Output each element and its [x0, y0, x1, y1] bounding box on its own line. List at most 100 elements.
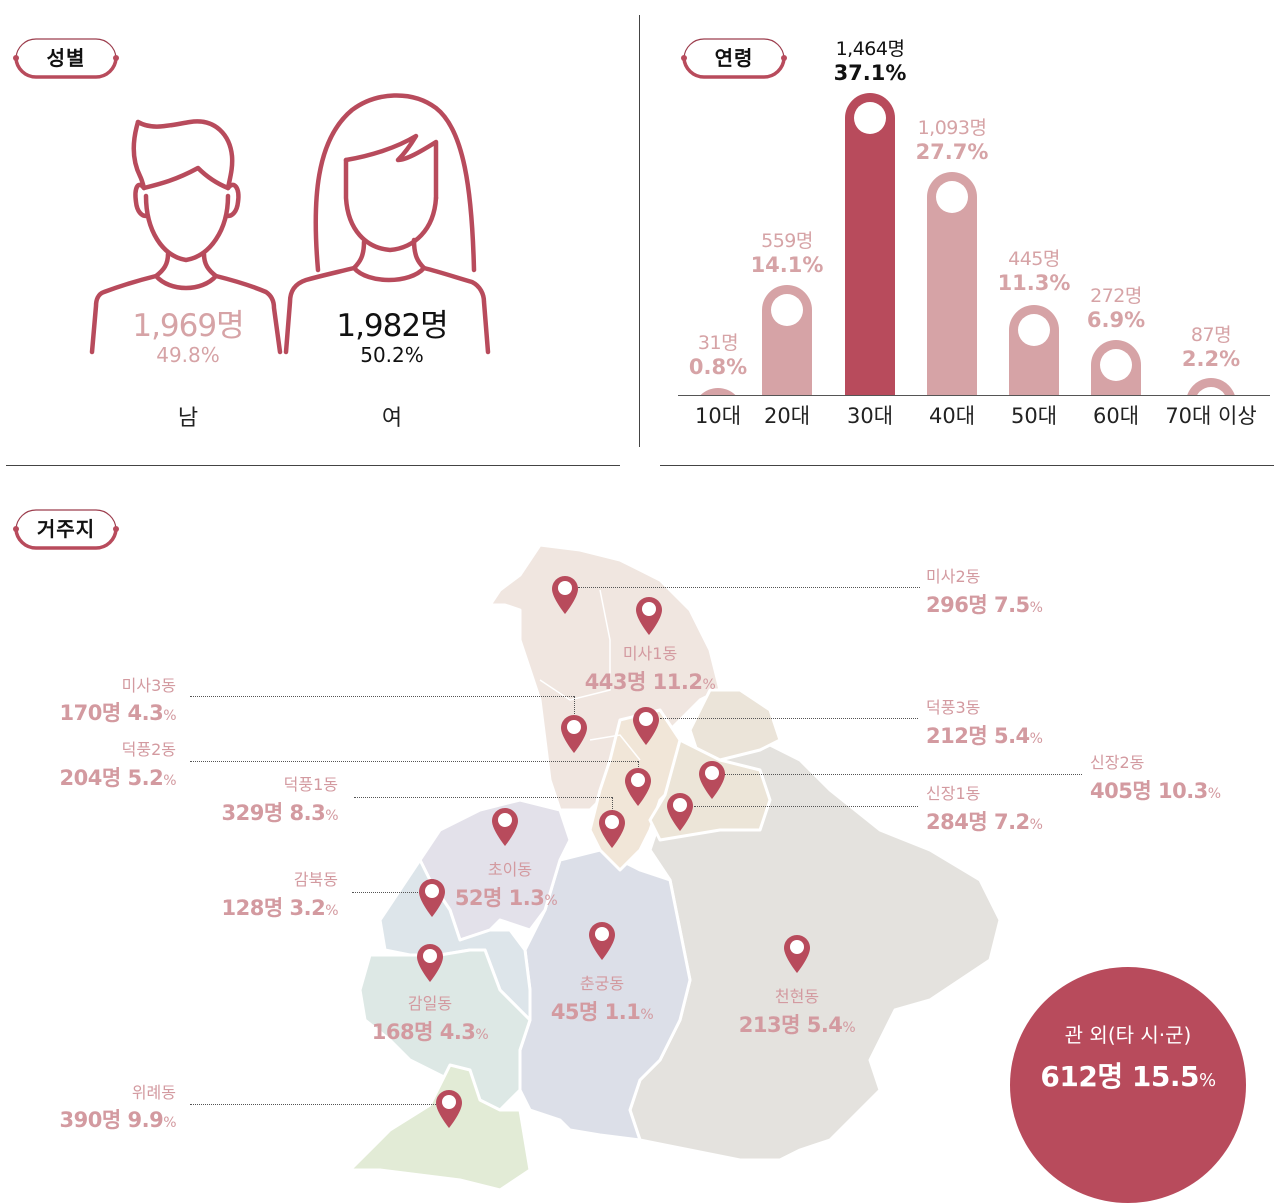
section-title-age: 연령 — [676, 36, 792, 80]
age-label-50s: 50대 — [1010, 404, 1058, 428]
male-count: 1,969명 — [132, 308, 244, 344]
map-pin-icon[interactable] — [667, 793, 693, 831]
map-pin-icon[interactable] — [561, 715, 587, 753]
region-value-deokpung3: 212명 5.4% — [926, 724, 1043, 748]
region-value-gambuk: 128명 3.2% — [221, 896, 339, 920]
age-bar-50s — [1009, 305, 1059, 395]
age-pct-40s: 27.7% — [915, 140, 989, 164]
map-region-misa — [488, 543, 722, 812]
divider-left — [6, 465, 620, 466]
map-pin-icon[interactable] — [699, 761, 725, 799]
age-label-10s: 10대 — [694, 404, 742, 428]
age-pct-60s: 6.9% — [1086, 308, 1146, 332]
outside-city-value: 612명 15.5% — [1040, 1060, 1216, 1093]
age-count-20s: 559명 — [761, 230, 813, 252]
section-title-residence: 거주지 — [8, 507, 124, 551]
region-name-misa3: 미사3동 — [121, 676, 176, 695]
divider-right — [660, 465, 1274, 466]
region-value-cheonhyeon: 213명 5.4% — [738, 1013, 856, 1037]
age-label-20s: 20대 — [763, 404, 811, 428]
female-count: 1,982명 — [336, 308, 448, 344]
age-bar-70plus — [1186, 378, 1236, 395]
age-bar-40s — [927, 172, 977, 395]
region-value-deokpung2: 204명 5.2% — [59, 766, 177, 790]
age-count-50s: 445명 — [1008, 248, 1060, 270]
leader-sinjang2 — [724, 774, 1082, 775]
leader-misa3 — [190, 696, 574, 697]
age-bar-30s — [845, 93, 895, 395]
pill-frame-icon — [13, 509, 119, 550]
age-pct-70plus: 2.2% — [1181, 347, 1241, 371]
age-label-30s: 30대 — [846, 404, 894, 428]
region-name-deokpung3: 덕풍3동 — [926, 698, 981, 717]
leader-misa3-v — [574, 696, 575, 714]
age-count-40s: 1,093명 — [917, 117, 987, 139]
region-value-misa2: 296명 7.5% — [926, 593, 1043, 617]
leader-misa2 — [578, 587, 920, 588]
map-region-gamil — [358, 948, 532, 1112]
pill-frame-icon — [681, 38, 787, 79]
female-percent: 50.2% — [360, 343, 424, 367]
region-value-deokpung1: 329명 8.3% — [221, 801, 339, 825]
age-pct-10s: 0.8% — [688, 355, 748, 379]
map-pin-icon[interactable] — [633, 707, 659, 745]
male-person-icon — [89, 119, 283, 355]
region-name-misa1: 미사1동 — [622, 644, 678, 663]
leader-gambuk — [352, 892, 430, 893]
region-value-choi: 52명 1.3% — [454, 886, 558, 910]
gender-figures — [89, 93, 491, 355]
region-value-misa1: 443명 11.2% — [584, 670, 716, 694]
map-pin-icon[interactable] — [589, 922, 615, 960]
region-name-sinjang1: 신장1동 — [926, 784, 981, 803]
divider-vertical — [639, 15, 640, 447]
section-title-gender: 성별 — [8, 36, 124, 80]
map-region-deokpung3 — [688, 688, 782, 762]
age-axis-line — [678, 395, 1270, 396]
region-name-deokpung2: 덕풍2동 — [121, 740, 176, 759]
age-count-60s: 272명 — [1090, 285, 1142, 307]
age-label-60s: 60대 — [1092, 404, 1140, 428]
male-percent: 49.8% — [156, 343, 220, 367]
age-bar-60s — [1091, 340, 1141, 395]
male-label: 남 — [177, 406, 199, 431]
age-label-70plus: 70대 이상 — [1165, 404, 1257, 428]
map-pin-icon[interactable] — [436, 1090, 462, 1128]
region-name-choi: 초이동 — [487, 860, 533, 879]
age-count-70plus: 87명 — [1190, 324, 1232, 346]
map-pin-icon[interactable] — [417, 944, 443, 982]
region-name-wirye: 위례동 — [131, 1083, 176, 1102]
map-pin-icon[interactable] — [552, 576, 578, 614]
region-value-misa3: 170명 4.3% — [59, 701, 177, 725]
female-person-icon — [283, 93, 491, 355]
region-name-sinjang2: 신장2동 — [1090, 753, 1145, 772]
outside-city-badge: 관 외(타 시·군) 612명 15.5% — [1010, 967, 1246, 1203]
age-count-30s: 1,464명 — [835, 38, 905, 60]
age-bar-10s — [693, 388, 743, 395]
leader-wirye — [190, 1104, 436, 1105]
leader-deokpung1-v — [612, 797, 613, 811]
map-pin-icon[interactable] — [492, 808, 518, 846]
age-pct-50s: 11.3% — [997, 271, 1071, 295]
map-pin-icon[interactable] — [599, 810, 625, 848]
section-title-gender-label: 성별 — [46, 46, 86, 70]
region-name-deokpung1: 덕풍1동 — [283, 775, 338, 794]
map-pin-icon[interactable] — [784, 935, 810, 973]
female-label: 여 — [381, 406, 403, 431]
region-value-sinjang1: 284명 7.2% — [926, 810, 1043, 834]
section-title-residence-label: 거주지 — [36, 517, 96, 541]
section-title-age-label: 연령 — [714, 46, 754, 70]
age-pct-30s: 37.1% — [833, 61, 907, 85]
map-region-wirye — [348, 1063, 532, 1192]
region-name-misa2: 미사2동 — [926, 567, 981, 586]
outside-city-label: 관 외(타 시·군) — [1064, 1023, 1192, 1047]
region-name-chungung: 춘궁동 — [579, 974, 625, 993]
age-label-40s: 40대 — [928, 404, 976, 428]
map-pin-icon[interactable] — [636, 597, 662, 635]
leader-deokpung1 — [354, 797, 612, 798]
region-name-cheonhyeon: 천현동 — [774, 987, 820, 1006]
map-pin-icon[interactable] — [625, 768, 651, 806]
region-value-wirye: 390명 9.9% — [59, 1108, 177, 1132]
pill-frame-icon — [13, 38, 119, 79]
leader-deokpung3 — [660, 718, 918, 719]
region-value-chungung: 45명 1.1% — [550, 1000, 654, 1024]
